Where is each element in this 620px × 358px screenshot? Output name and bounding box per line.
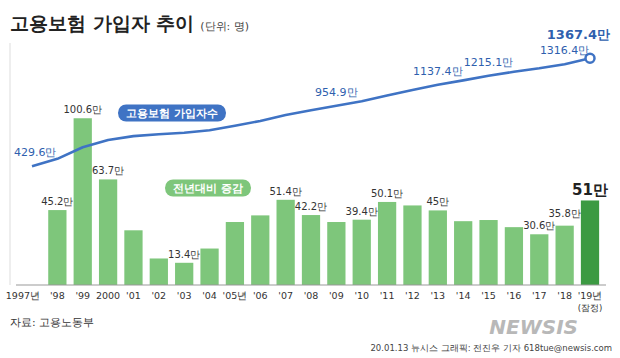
x-tick-label: '06: [253, 290, 268, 301]
x-tick-label: '08: [304, 290, 319, 301]
x-tick-label: '13: [430, 290, 445, 301]
bar-label: 51만: [572, 181, 608, 199]
bar-label: 45.2만: [41, 196, 73, 207]
x-tick-label: '05년: [223, 290, 248, 301]
title: 고용보험 가입자 추이: [10, 12, 194, 34]
bar: [277, 200, 295, 285]
bar: [556, 226, 574, 285]
legend-item: 전년대비 증감: [165, 180, 251, 197]
bar: [99, 179, 117, 285]
x-tick-label: '10: [354, 290, 369, 301]
bar: [251, 215, 269, 285]
bar-label: 63.7만: [92, 165, 124, 176]
line-label: 1367.4만: [547, 27, 610, 42]
bar: [505, 227, 523, 285]
y-axis: [10, 43, 11, 285]
line: [32, 58, 590, 166]
bar-label: 100.6만: [63, 104, 102, 115]
plot-area: [32, 54, 599, 285]
note: (잠정): [578, 303, 603, 313]
watermark: NEWSIS: [489, 315, 578, 339]
bar: [353, 220, 371, 285]
chart: 고용보험 가입자 추이 (단위: 명) 고용보험 가입자수전년대비 증감 45.2만 1…: [0, 0, 620, 358]
bar: [327, 222, 345, 285]
x-tick-label: '14: [456, 290, 471, 301]
bar-label: 51.4만: [270, 186, 302, 197]
bar: [581, 200, 599, 285]
source: 자료: 고용노동부: [10, 316, 94, 329]
x-tick-label: '99: [75, 290, 90, 301]
line-label: 1137.4만: [413, 65, 463, 78]
bar-label: 42.2만: [295, 201, 327, 212]
bar-label: 30.6만: [523, 220, 555, 231]
x-tick-label: '17: [532, 290, 547, 301]
legend-box: [118, 105, 226, 122]
subtitle: (단위: 명): [200, 20, 249, 33]
bar: [429, 210, 447, 285]
bar-label: 39.4만: [346, 206, 378, 217]
bar: [48, 210, 66, 285]
bar: [124, 230, 142, 285]
bar-label: 50.1만: [371, 188, 403, 199]
bar-label: 35.8만: [549, 208, 581, 219]
bar: [226, 222, 244, 285]
bar: [74, 118, 92, 285]
x-tick-label: '16: [507, 290, 522, 301]
x-tick-label: '98: [50, 290, 65, 301]
x-tick-label: '01: [126, 290, 141, 301]
x-tick-label: 2000: [96, 290, 120, 301]
bar: [378, 202, 396, 285]
bar: [530, 234, 548, 285]
x-tick-label: '09: [329, 290, 344, 301]
legend-label: 전년대비 증감: [173, 182, 243, 195]
line-label: 1215.1만: [464, 56, 514, 69]
line-label: 429.6만: [14, 146, 57, 159]
bar: [150, 258, 168, 285]
line-label: 1316.4만: [540, 44, 590, 57]
bar: [479, 220, 497, 285]
bar: [200, 249, 218, 285]
bar: [302, 215, 320, 285]
bar: [403, 205, 421, 285]
x-tick-label: 1997년: [6, 290, 40, 301]
credit: 20.01.13 뉴시스 그래픽: 전진우 기자 618tue@newsis.c…: [370, 343, 612, 353]
bar-label: 45만: [426, 196, 449, 207]
x-tick-label: '03: [177, 290, 192, 301]
bar: [175, 263, 193, 285]
bar: [454, 221, 472, 285]
x-tick-label: '12: [405, 290, 420, 301]
baseline: [16, 285, 606, 286]
legend-item: 고용보험 가입자수: [118, 105, 226, 122]
x-tick-label: '04: [202, 290, 217, 301]
line-label: 954.9만: [315, 86, 358, 99]
legend-label: 고용보험 가입자수: [126, 107, 218, 120]
x-tick-label: '18: [557, 290, 572, 301]
x-tick-label: '19년: [578, 290, 603, 301]
x-tick-label: '02: [151, 290, 166, 301]
legend-box: [165, 180, 251, 197]
x-tick-label: '07: [278, 290, 293, 301]
x-tick-label: '15: [481, 290, 496, 301]
x-tick-label: '11: [380, 290, 395, 301]
bar-label: 13.4만: [168, 249, 200, 260]
